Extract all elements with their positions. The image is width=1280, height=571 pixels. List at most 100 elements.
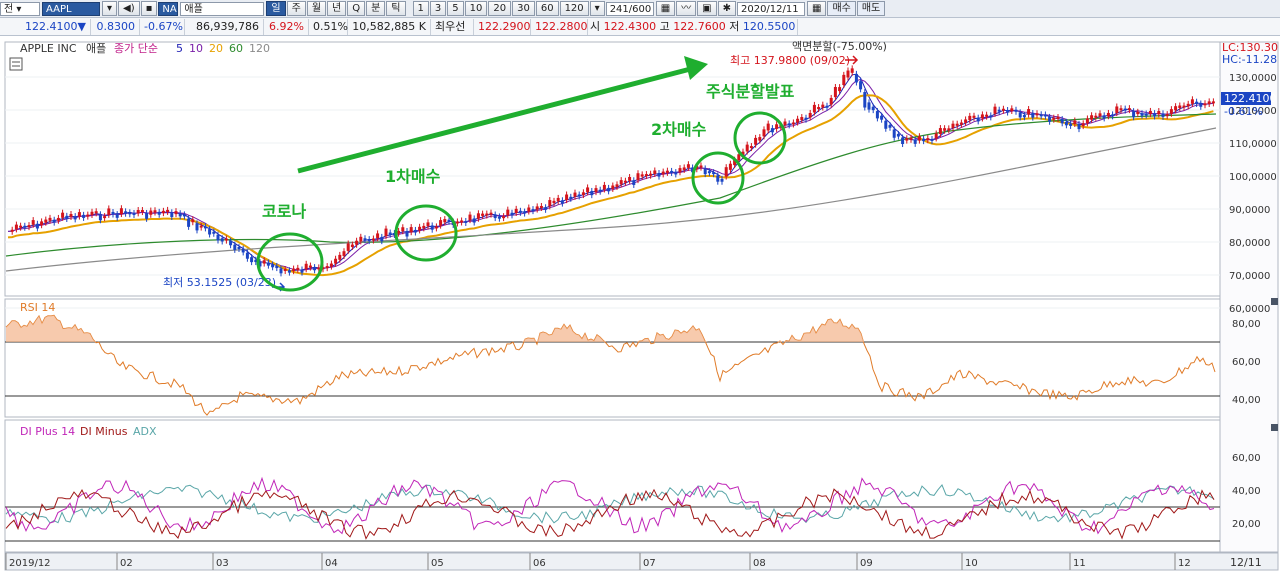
interval-button[interactable]: 30 [512,1,535,16]
candle-body [808,112,812,118]
interval-button[interactable]: 120 [559,1,589,16]
candle-body [23,225,27,228]
price-value: 122.4100 [25,19,78,33]
period-button[interactable]: 분 [366,1,386,16]
indicator-button[interactable]: 〰 [676,1,697,16]
candle-body [1027,109,1031,115]
candle-body [922,138,926,142]
ma-legend: 5 10 20 60 120 [176,42,270,55]
dmi-resize-handle[interactable] [1271,424,1278,431]
grid-button[interactable]: ▦ [655,1,676,16]
rsi-resize-handle[interactable] [1271,298,1278,305]
candle-body [993,106,997,114]
period-button[interactable]: Q [347,1,366,16]
period-button[interactable]: 틱 [386,1,406,16]
speaker-button[interactable]: ◀) [118,1,140,16]
di-plus-title: DI Plus 14 [20,425,75,438]
candle-body [300,269,304,273]
trend-arrow-line [297,63,703,174]
lock-button[interactable]: ▪ [140,1,158,16]
stock-name-field: 애플 [180,1,265,16]
hc-label: HC:-11.28 [1222,53,1277,66]
period-button[interactable]: 년 [327,1,347,16]
candle-body [938,128,942,135]
candle-body [884,120,888,129]
speaker-icon: ◀) [123,3,135,14]
price-panel [4,41,1221,297]
period-button[interactable]: 주 [286,1,306,16]
candle-body [989,115,993,118]
buy2-label: 2차매수 [651,120,707,139]
period-button[interactable]: 일 [266,1,286,16]
candle-body [1111,114,1115,117]
interval-button[interactable]: 60 [535,1,559,16]
candle-body [1073,120,1077,125]
candle-body [1006,110,1010,113]
candle-body [178,213,182,217]
open-value: 122.4300 [603,19,657,33]
candle-body [418,226,422,231]
x-axis-label: 11 [1073,558,1086,569]
candle-body [187,218,191,227]
candle-body [670,170,674,173]
buy-button[interactable]: 매수 [827,1,856,16]
interval-button[interactable]: 20 [488,1,512,16]
low-value: 120.5500 [742,19,796,33]
candle-body [926,138,930,141]
candle-body [367,239,371,242]
high-arrow-icon [845,55,859,65]
candle-body [426,222,430,227]
panel-menu-icon[interactable] [9,57,23,71]
candle-body [224,238,228,241]
date-field[interactable]: 2020/12/11 [736,1,805,16]
candle-body [766,123,770,131]
interval-button[interactable]: 5 [447,1,464,16]
candle-body [1102,115,1106,119]
candle-body [212,231,216,234]
candle-body [829,97,833,105]
candle-body [1060,119,1064,124]
interval-button[interactable]: 3 [429,1,447,16]
dmi-tick-label: 20,00 [1232,519,1261,530]
axis-labels: 130,0000 120,0000 110,0000 100,0000 90,0000 8… [1229,73,1277,530]
corona-circle [256,232,324,292]
candle-body [489,212,493,215]
field-select[interactable]: 전 ▾ [0,1,40,16]
symbol-input[interactable]: AAPL [42,1,100,16]
rsi-line [5,314,1216,416]
candle-body [363,238,367,241]
settings-button[interactable]: ✱ [717,1,736,16]
interval-dropdown[interactable]: ▾ [589,1,605,16]
data-count-field[interactable]: 241/600 [605,1,654,16]
candle-body [825,105,829,108]
calendar-button[interactable]: ▦ [806,1,827,16]
rsi-tick-label: 80,00 [1232,319,1261,330]
buy2-circle [691,151,745,205]
field-select-label: 전 [4,3,14,15]
candle-body [1190,99,1194,104]
candle-body [1056,116,1060,119]
candle-body [1043,114,1047,117]
high-value: 122.7600 [673,19,726,33]
high-note: 최고 137.9800 (09/02) [730,54,850,67]
stock-chart[interactable]: APPLE INC 애플 종가 단순 5 10 20 60 120 액면분할(-75.0… [0,36,1280,571]
candle-body [930,138,934,141]
candle-body [544,207,548,210]
sell-button[interactable]: 매도 [856,1,886,16]
interval-button[interactable]: 10 [464,1,488,16]
candle-body [1211,101,1215,104]
split-label: 주식분할발표 [706,82,795,101]
candle-body [73,216,77,220]
candle-body [724,167,728,177]
quote-ask: 122.2800 [531,18,588,35]
save-button[interactable]: ▣ [697,1,717,16]
candle-body [56,217,60,221]
candle-body [720,178,724,182]
interval-button[interactable]: 1 [412,1,429,16]
search-button[interactable]: ▾ [102,1,118,16]
period-button[interactable]: 월 [306,1,327,16]
open-label: 시 [590,19,601,33]
dmi-tick-label: 40,00 [1232,486,1261,497]
candle-body [686,164,690,168]
candle-body [1048,116,1052,122]
